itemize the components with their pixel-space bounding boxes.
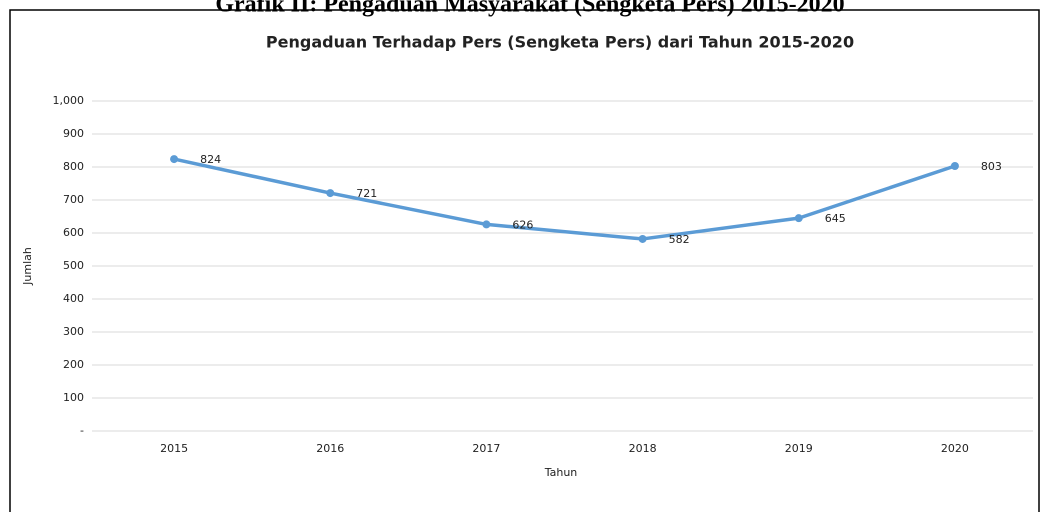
x-axis-label: Tahun	[544, 466, 578, 479]
x-tick-label: 2015	[160, 442, 188, 455]
x-tick-label: 2019	[785, 442, 813, 455]
y-axis-label: Jumlah	[21, 247, 34, 286]
y-tick-label: 200	[63, 358, 84, 371]
y-tick-label: 1,000	[53, 94, 85, 107]
x-tick-label: 2018	[629, 442, 657, 455]
data-label: 721	[356, 187, 377, 200]
y-tick-label: 900	[63, 127, 84, 140]
y-tick-label: 500	[63, 259, 84, 272]
x-tick-label: 2016	[316, 442, 344, 455]
point	[482, 220, 491, 229]
data-label: 582	[669, 233, 690, 246]
data-label: 803	[981, 160, 1002, 173]
chart-title: Pengaduan Terhadap Pers (Sengketa Pers) …	[266, 33, 854, 52]
line	[173, 157, 956, 241]
y-tick-label: 300	[63, 325, 84, 338]
data-label: 824	[200, 153, 221, 166]
y-tick-label: 600	[63, 226, 84, 239]
x-tick-label: 2020	[941, 442, 969, 455]
point	[638, 234, 647, 243]
y-tick-label: 800	[63, 160, 84, 173]
data-label: 626	[512, 218, 533, 231]
chart-frame	[9, 9, 1040, 512]
y-tick-label: 400	[63, 292, 84, 305]
y-tick-label: 100	[63, 391, 84, 404]
point	[794, 214, 803, 223]
data-label: 645	[825, 212, 846, 225]
point	[950, 162, 959, 171]
page-heading: Grafik II: Pengaduan Masyarakat (Sengket…	[215, 0, 844, 18]
point	[326, 189, 335, 198]
point	[170, 155, 179, 164]
y-tick-label: 700	[63, 193, 84, 206]
x-tick-label: 2017	[472, 442, 500, 455]
y-tick-label: -	[80, 424, 84, 437]
